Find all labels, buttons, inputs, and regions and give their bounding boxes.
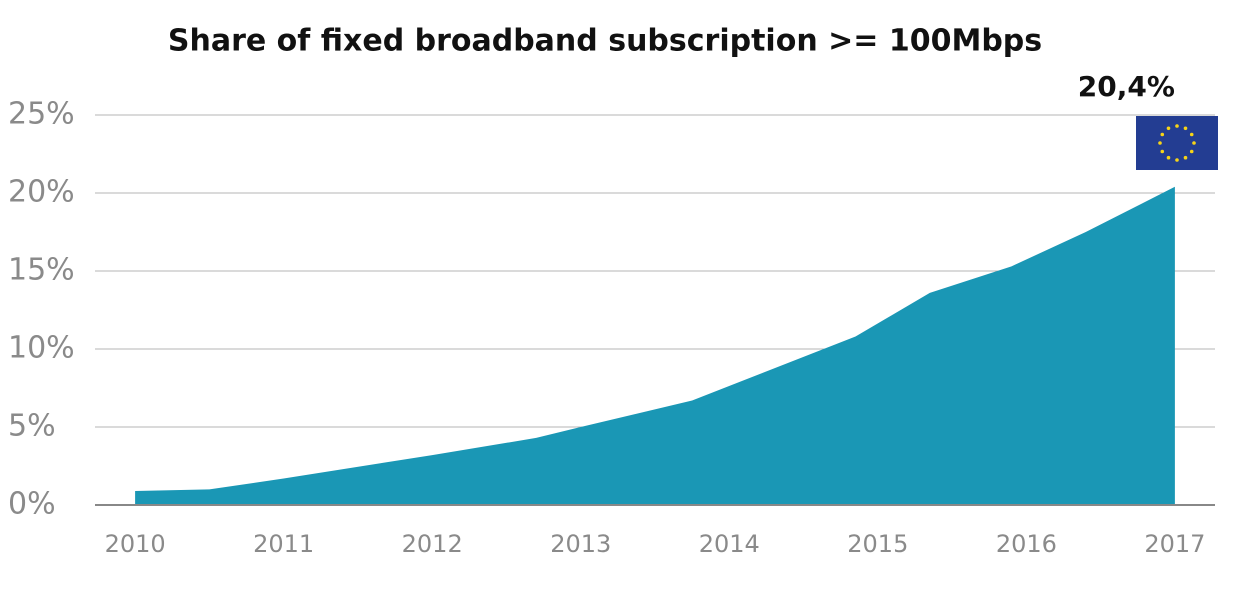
flag-star — [1160, 149, 1165, 154]
flag-star — [1160, 132, 1165, 137]
flag-star — [1166, 155, 1171, 160]
y-tick-label: 10% — [8, 331, 75, 366]
y-tick-label: 5% — [8, 409, 56, 444]
flag-star — [1166, 126, 1171, 131]
x-tick-label: 2017 — [1144, 530, 1205, 558]
y-tick-label: 15% — [8, 253, 75, 288]
y-tick-label: 20% — [8, 175, 75, 210]
flag-star — [1192, 141, 1196, 145]
flag-star — [1175, 158, 1179, 162]
flag-star — [1183, 126, 1188, 131]
flag-star — [1158, 141, 1162, 145]
flag-star — [1189, 132, 1194, 137]
y-tick-label: 0% — [8, 487, 56, 522]
x-tick-label: 2010 — [105, 530, 166, 558]
eu-flag — [1136, 116, 1218, 170]
y-tick-label: 25% — [8, 97, 75, 132]
flag-field — [1136, 116, 1218, 170]
chart-title: Share of fixed broadband subscription >=… — [168, 24, 1042, 59]
area — [135, 186, 1175, 505]
x-tick-label: 2016 — [996, 530, 1057, 558]
x-tick-label: 2014 — [699, 530, 760, 558]
flag-star — [1175, 124, 1179, 128]
flag-star — [1189, 149, 1194, 154]
x-tick-label: 2015 — [847, 530, 908, 558]
x-tick-label: 2013 — [550, 530, 611, 558]
x-tick-label: 2012 — [402, 530, 463, 558]
value-label: 20,4% — [1078, 70, 1175, 103]
x-tick-label: 2011 — [253, 530, 314, 558]
flag-star — [1183, 155, 1188, 160]
